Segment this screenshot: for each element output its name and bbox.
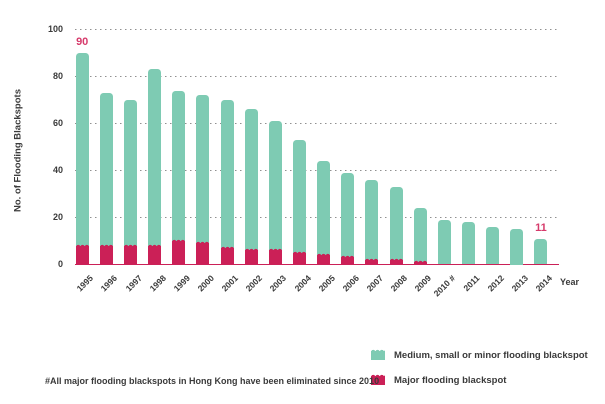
bar-1999-major-bumps: [172, 238, 186, 242]
annotation-1995: 90: [76, 36, 89, 48]
x-tick-text: 1996: [98, 272, 120, 293]
bar-1999-medium-segment: [172, 90, 186, 241]
bar-2004-major-segment: [293, 252, 307, 265]
bar-2007-major-segment: [365, 259, 379, 265]
major-swatch-bumps: [371, 374, 385, 377]
bar-2013-medium-segment: [510, 229, 524, 265]
y-tick-label-40: 40: [52, 165, 63, 175]
x-tick-text: 2013: [509, 272, 530, 293]
y-tick-label-100: 100: [47, 24, 63, 34]
legend-item-medium: Medium, small or minor flooding blackspo…: [371, 349, 588, 361]
bar-2003-major-segment: [268, 250, 282, 265]
y-tick-label-20: 20: [52, 212, 63, 222]
bar-1995-major-bumps: [75, 243, 89, 247]
bar-1995-medium-segment: [75, 53, 89, 246]
bar-2001-major-segment: [220, 248, 234, 265]
x-tick-text: 2014: [533, 272, 555, 293]
bar-2000-major-bumps: [196, 241, 210, 245]
bar-2007-medium-segment: [365, 179, 379, 260]
gridline-100: [75, 29, 558, 30]
x-tick-text: 1998: [147, 272, 168, 293]
y-tick-label-60: 60: [52, 118, 63, 128]
bar-2001-medium-segment: [220, 100, 234, 249]
bar-1996-major-bumps: [99, 243, 113, 247]
bar-2003-major-bumps: [268, 248, 282, 252]
bar-2006-medium-segment: [341, 172, 355, 258]
bar-2012-medium-segment: [486, 226, 500, 265]
bar-2002-major-segment: [244, 250, 258, 265]
medium-swatch-rect: [371, 352, 385, 360]
bar-1997-medium-segment: [123, 100, 137, 246]
bar-2008-major-bumps: [389, 257, 403, 261]
bar-2009-major-segment: [413, 262, 427, 265]
bar-2006-major-segment: [341, 257, 355, 265]
bar-2000-medium-segment: [196, 95, 210, 244]
x-tick-text: 1999: [171, 272, 192, 293]
gridline-20: [75, 217, 558, 218]
gridline-60: [75, 123, 558, 124]
bar-1996-medium-segment: [99, 92, 113, 246]
medium-swatch-icon: [371, 349, 385, 360]
x-tick-text: 2007: [364, 272, 386, 293]
bar-2010 #-medium-segment: [437, 219, 451, 265]
major-swatch-rect: [371, 377, 385, 385]
bar-2003-medium-segment: [268, 121, 282, 251]
x-tick-text: 2012: [485, 272, 506, 293]
x-tick-text: 2003: [267, 272, 289, 293]
x-tick-text: 1995: [74, 272, 96, 293]
x-tick-text: 2009: [412, 272, 434, 293]
bar-2014-medium-segment: [534, 238, 548, 265]
legend-item-major: Major flooding blackspot: [371, 374, 507, 386]
y-axis-title: No. of Flooding Blackspots: [12, 89, 24, 212]
bar-2002-major-bumps: [244, 248, 258, 252]
bar-2004-major-bumps: [293, 250, 307, 254]
bar-1998-major-bumps: [148, 243, 162, 247]
bar-1997-major-bumps: [123, 243, 137, 247]
x-tick-text: 1997: [123, 272, 144, 293]
x-tick-text: 2000: [195, 272, 216, 293]
medium-swatch-bumps: [371, 349, 385, 352]
bar-2002-medium-segment: [244, 109, 258, 251]
bar-2000-major-segment: [196, 243, 210, 265]
gridline-80: [75, 76, 558, 77]
y-tick-label-80: 80: [52, 71, 63, 81]
y-tick-label-0: 0: [57, 259, 63, 269]
bar-1998-major-segment: [148, 245, 162, 265]
x-tick-text: 2001: [219, 272, 241, 293]
x-tick-text: 2002: [243, 272, 265, 293]
bar-2009-medium-segment: [413, 208, 427, 263]
bar-2007-major-bumps: [365, 257, 379, 261]
bar-1998-medium-segment: [148, 69, 162, 246]
legend-label-major: Major flooding blackspot: [394, 375, 507, 386]
x-tick-text: 2005: [316, 272, 337, 293]
bar-2005-major-bumps: [317, 252, 331, 256]
x-tick-text: 2011: [461, 272, 482, 293]
bar-2001-major-bumps: [220, 245, 234, 249]
x-tick-text: 2010 #: [432, 272, 458, 298]
bar-2011-medium-segment: [462, 222, 476, 265]
bar-1996-major-segment: [99, 245, 113, 265]
bar-1999-major-segment: [172, 241, 186, 265]
bar-2008-medium-segment: [389, 186, 403, 260]
bar-2008-major-segment: [389, 259, 403, 265]
bar-2005-medium-segment: [317, 161, 331, 256]
bar-1997-major-segment: [123, 245, 137, 265]
bar-2009-major-bumps: [413, 259, 427, 263]
major-swatch-icon: [371, 374, 385, 385]
annotation-2014: 11: [535, 221, 547, 234]
x-tick-text: 2008: [388, 272, 410, 293]
x-axis-line: [75, 263, 559, 266]
x-axis-title: Year: [560, 277, 580, 287]
x-tick-text: 2004: [292, 272, 313, 293]
bar-1995-major-segment: [75, 245, 89, 265]
x-tick-text: 2006: [340, 272, 361, 293]
bar-2006-major-bumps: [341, 255, 355, 259]
legend-label-medium: Medium, small or minor flooding blackspo…: [394, 350, 588, 361]
bar-2004-medium-segment: [293, 139, 307, 253]
footnote: #All major flooding blackspots in Hong K…: [45, 376, 380, 386]
gridline-40: [75, 170, 558, 171]
bar-2005-major-segment: [317, 255, 331, 265]
